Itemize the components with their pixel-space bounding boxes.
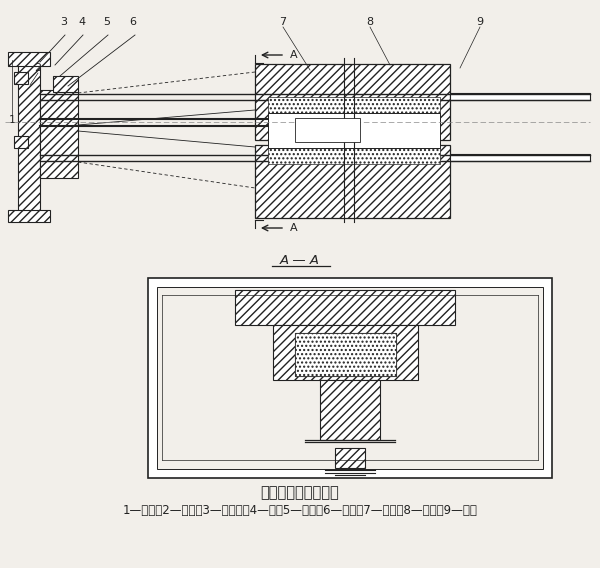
Bar [268,148,440,164]
Text: 1: 1 [8,115,16,125]
Text: 空心型材模具示意图: 空心型材模具示意图 [260,486,340,500]
Bar [255,64,450,140]
Bar [268,113,440,148]
Bar [14,136,28,148]
Text: 1—芯模；2—顶丝；3—分纱器；4—孔；5—销钉；6—轴承；7—制品；8—上模；9—下模: 1—芯模；2—顶丝；3—分纱器；4—孔；5—销钉；6—轴承；7—制品；8—上模；… [122,503,478,516]
Bar [268,97,440,113]
Text: A: A [290,223,298,233]
Bar [273,325,418,380]
Bar [53,76,78,92]
Text: 2: 2 [34,63,41,73]
Text: A: A [290,50,298,60]
Text: A — A: A — A [280,253,320,266]
Text: 7: 7 [280,17,287,27]
Bar [40,90,78,178]
Text: 3: 3 [61,17,67,27]
Text: 6: 6 [130,17,137,27]
Bar [320,380,380,440]
Text: 8: 8 [367,17,374,27]
Bar [14,72,28,84]
Bar [157,287,543,469]
Bar [148,278,552,478]
Text: 5: 5 [104,17,110,27]
Text: 4: 4 [79,17,86,27]
Bar [255,145,450,218]
Bar [450,154,590,161]
Bar [8,52,50,66]
Bar [235,290,455,325]
Bar [5,8,595,255]
Bar [295,118,360,142]
Text: 9: 9 [476,17,484,27]
Bar [335,448,365,468]
Bar [450,93,590,100]
Bar [295,333,396,376]
Bar [18,60,40,218]
Bar [8,210,50,222]
Bar [295,333,396,376]
